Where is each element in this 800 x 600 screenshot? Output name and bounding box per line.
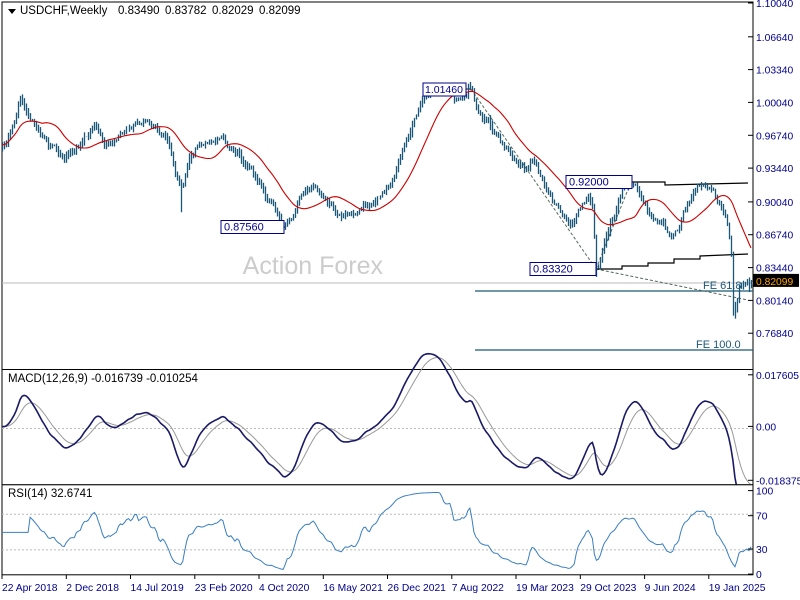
svg-text:0.82099: 0.82099: [259, 5, 301, 17]
svg-text:FE 100.0: FE 100.0: [696, 339, 741, 351]
svg-text:30: 30: [756, 545, 768, 556]
svg-text:MACD(12,26,9) -0.016739 -0.010: MACD(12,26,9) -0.016739 -0.010254: [8, 373, 198, 385]
svg-text:0.90040: 0.90040: [756, 198, 793, 209]
svg-text:FE 61.8: FE 61.8: [703, 280, 742, 292]
svg-text:0.83490: 0.83490: [118, 5, 160, 17]
svg-text:16 May 2021: 16 May 2021: [323, 583, 383, 594]
svg-text:29 Oct 2023: 29 Oct 2023: [580, 583, 636, 594]
svg-text:0.82029: 0.82029: [212, 5, 254, 17]
svg-text:0.83320: 0.83320: [533, 264, 573, 276]
svg-text:14 Jul 2019: 14 Jul 2019: [131, 583, 185, 594]
svg-text:19 Mar 2023: 19 Mar 2023: [516, 583, 574, 594]
svg-text:100: 100: [756, 487, 773, 498]
svg-text:0.83440: 0.83440: [756, 264, 793, 275]
svg-text:USDCHF,Weekly: USDCHF,Weekly: [20, 5, 108, 17]
svg-text:Action Forex: Action Forex: [243, 252, 384, 280]
svg-text:0: 0: [756, 570, 762, 581]
svg-text:0.83782: 0.83782: [165, 5, 207, 17]
svg-text:0.92000: 0.92000: [569, 177, 609, 189]
svg-text:0.86740: 0.86740: [756, 231, 793, 242]
svg-text:1.10040: 1.10040: [756, 0, 793, 10]
svg-text:1.03340: 1.03340: [756, 66, 793, 77]
svg-text:0.87560: 0.87560: [224, 222, 264, 234]
svg-text:0.93440: 0.93440: [756, 164, 793, 175]
svg-text:0.80140: 0.80140: [756, 296, 793, 307]
svg-text:70: 70: [756, 512, 768, 523]
svg-text:1.00040: 1.00040: [756, 98, 793, 109]
svg-text:9 Jun 2024: 9 Jun 2024: [645, 583, 696, 594]
svg-text:0.76840: 0.76840: [756, 329, 793, 340]
svg-text:23 Feb 2020: 23 Feb 2020: [195, 583, 253, 594]
svg-text:0.82099: 0.82099: [756, 277, 793, 288]
svg-text:1.06640: 1.06640: [756, 33, 793, 44]
svg-text:22 Apr 2018: 22 Apr 2018: [2, 583, 58, 594]
svg-text:19 Jan 2025: 19 Jan 2025: [709, 583, 766, 594]
svg-text:0.00: 0.00: [756, 422, 776, 433]
svg-text:2 Dec 2018: 2 Dec 2018: [66, 583, 119, 594]
svg-text:0.017605: 0.017605: [756, 371, 799, 382]
svg-text:26 Dec 2021: 26 Dec 2021: [388, 583, 447, 594]
svg-text:7 Aug 2022: 7 Aug 2022: [452, 583, 504, 594]
svg-text:1.01460: 1.01460: [425, 84, 463, 96]
svg-text:4 Oct 2020: 4 Oct 2020: [259, 583, 310, 594]
svg-text:RSI(14) 32.6741: RSI(14) 32.6741: [8, 488, 92, 500]
svg-text:0.96740: 0.96740: [756, 131, 793, 142]
